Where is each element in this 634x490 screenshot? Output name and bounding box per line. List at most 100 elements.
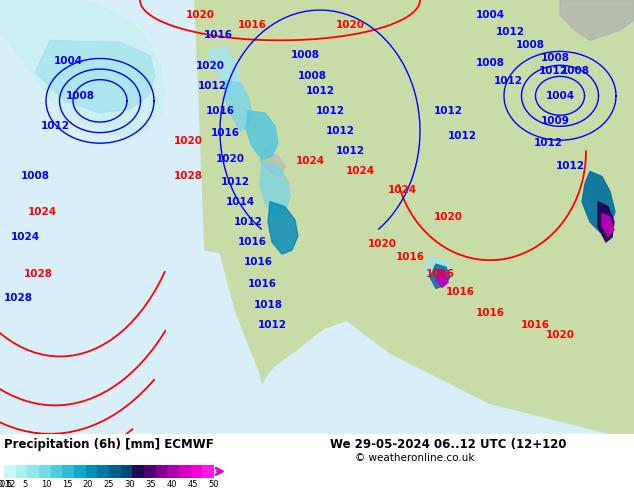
Bar — [156, 465, 167, 478]
Text: 1012: 1012 — [257, 320, 287, 330]
Text: 1008: 1008 — [290, 50, 320, 60]
Text: 1008: 1008 — [20, 172, 49, 181]
Polygon shape — [225, 81, 252, 131]
Text: 1012: 1012 — [335, 147, 365, 156]
Text: 1016: 1016 — [425, 270, 455, 279]
Polygon shape — [0, 0, 165, 136]
Text: 1018: 1018 — [254, 299, 283, 310]
Text: 1012: 1012 — [325, 126, 354, 136]
Text: 1028: 1028 — [174, 172, 202, 181]
Text: 15: 15 — [61, 480, 72, 489]
Text: 1: 1 — [6, 480, 11, 489]
Text: 1012: 1012 — [533, 138, 562, 148]
Text: 1008: 1008 — [476, 57, 505, 68]
Text: 1024: 1024 — [10, 232, 39, 242]
Text: 1004: 1004 — [545, 91, 574, 101]
Text: 1012: 1012 — [221, 176, 250, 187]
Bar — [39, 465, 51, 478]
Text: 30: 30 — [125, 480, 135, 489]
Text: 1020: 1020 — [545, 330, 574, 340]
Text: 25: 25 — [104, 480, 114, 489]
Bar — [120, 465, 133, 478]
Text: 1020: 1020 — [434, 212, 462, 222]
Text: 1008: 1008 — [297, 71, 327, 81]
Polygon shape — [208, 46, 240, 96]
Text: 1008: 1008 — [560, 66, 590, 75]
Text: 1020: 1020 — [174, 136, 202, 146]
Text: © weatheronline.co.uk: © weatheronline.co.uk — [355, 453, 474, 463]
Text: 1012: 1012 — [233, 217, 262, 227]
Text: 1020: 1020 — [368, 239, 396, 249]
Text: 1016: 1016 — [521, 320, 550, 330]
Text: 1012: 1012 — [41, 121, 70, 131]
Bar — [144, 465, 156, 478]
Text: 1009: 1009 — [541, 116, 569, 126]
Text: 1020: 1020 — [195, 61, 224, 71]
Polygon shape — [268, 202, 298, 254]
Polygon shape — [602, 214, 614, 236]
Polygon shape — [598, 202, 614, 242]
Polygon shape — [436, 270, 448, 288]
Bar — [16, 465, 27, 478]
Polygon shape — [260, 161, 290, 217]
Text: 1016: 1016 — [204, 30, 233, 40]
Text: 35: 35 — [146, 480, 157, 489]
Text: 1012: 1012 — [434, 106, 462, 116]
Polygon shape — [424, 257, 452, 284]
Text: 1016: 1016 — [396, 252, 425, 262]
Text: 45: 45 — [188, 480, 198, 489]
Text: 1024: 1024 — [27, 207, 56, 217]
Text: 1020: 1020 — [186, 10, 214, 20]
Bar — [191, 465, 202, 478]
Polygon shape — [246, 111, 278, 159]
Text: 20: 20 — [83, 480, 93, 489]
Text: 2: 2 — [10, 480, 15, 489]
Text: 1016: 1016 — [446, 288, 474, 297]
Text: 1012: 1012 — [316, 106, 344, 116]
Text: 1014: 1014 — [226, 196, 255, 207]
Bar — [133, 465, 144, 478]
Text: 1004: 1004 — [476, 10, 505, 20]
Text: 40: 40 — [167, 480, 178, 489]
Bar — [4, 465, 16, 478]
Bar — [74, 465, 86, 478]
Text: 1004: 1004 — [53, 55, 82, 66]
Text: 1028: 1028 — [23, 270, 53, 279]
Text: 1008: 1008 — [541, 53, 569, 64]
Text: 1016: 1016 — [238, 237, 266, 247]
Text: 1024: 1024 — [295, 156, 325, 167]
Bar — [27, 465, 39, 478]
Text: 5: 5 — [22, 480, 28, 489]
Text: 1024: 1024 — [346, 167, 375, 176]
Polygon shape — [260, 149, 285, 176]
Bar — [51, 465, 62, 478]
Text: 1012: 1012 — [448, 131, 477, 141]
Bar — [86, 465, 98, 478]
Text: 10: 10 — [41, 480, 51, 489]
Polygon shape — [195, 0, 634, 383]
Text: 1020: 1020 — [216, 154, 245, 164]
Text: 1008: 1008 — [515, 40, 545, 50]
Text: 1008: 1008 — [65, 91, 94, 101]
Bar — [62, 465, 74, 478]
Text: 1016: 1016 — [243, 257, 273, 267]
Polygon shape — [35, 40, 155, 113]
Text: 0.1: 0.1 — [0, 480, 11, 489]
Text: 50: 50 — [209, 480, 219, 489]
Polygon shape — [195, 0, 634, 434]
Bar — [179, 465, 191, 478]
Text: 1016: 1016 — [210, 128, 240, 138]
Text: 1012: 1012 — [496, 27, 524, 37]
Text: 1012: 1012 — [493, 75, 522, 86]
Text: 0.5: 0.5 — [0, 480, 13, 489]
Text: 1012: 1012 — [555, 161, 585, 172]
Bar — [109, 465, 120, 478]
Text: 1012: 1012 — [198, 81, 226, 91]
Text: 1012: 1012 — [538, 66, 567, 75]
Text: 1028: 1028 — [4, 293, 32, 302]
Text: Precipitation (6h) [mm] ECMWF: Precipitation (6h) [mm] ECMWF — [4, 438, 214, 451]
Text: 1024: 1024 — [387, 185, 417, 195]
Text: 1016: 1016 — [205, 106, 235, 116]
Bar — [202, 465, 214, 478]
Text: 1016: 1016 — [247, 279, 276, 290]
